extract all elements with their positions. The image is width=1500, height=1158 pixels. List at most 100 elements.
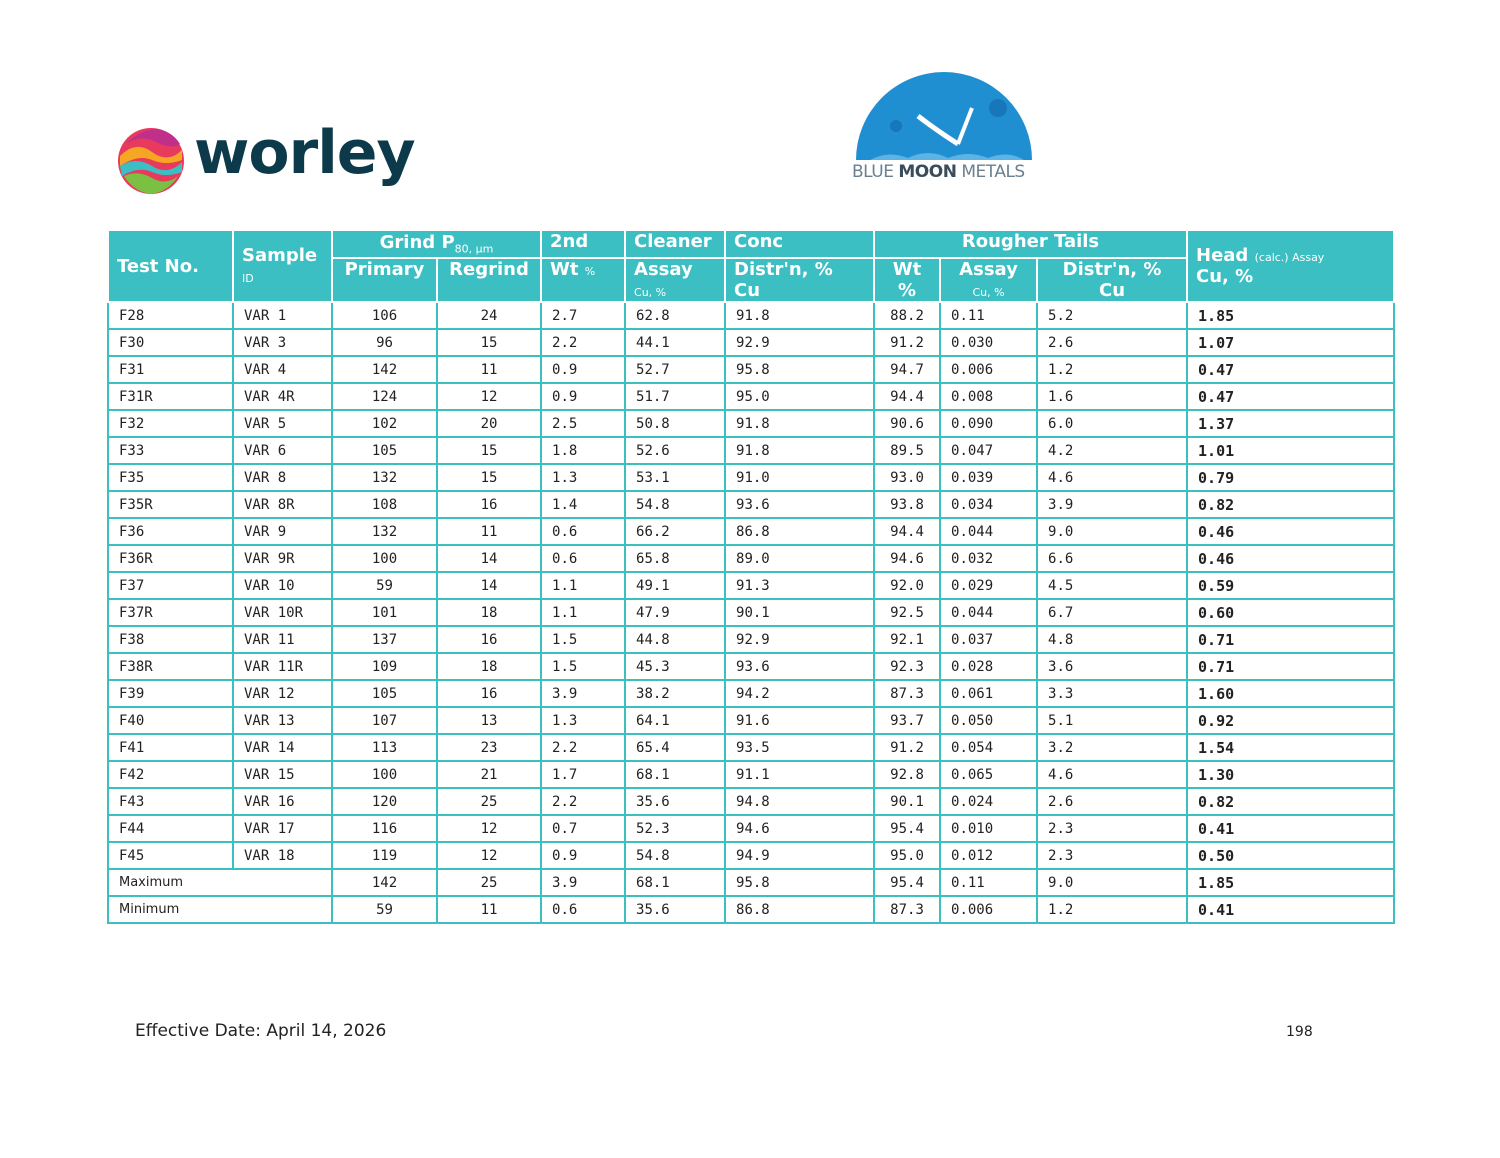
table-row: F33 VAR 6 105 15 1.8 52.6 91.8 89.5 0.047 4.2 1.01: [107, 436, 1396, 465]
table-cell: VAR 18: [232, 841, 333, 870]
table-cell: VAR 13: [232, 706, 333, 735]
table-cell: 1.2: [1036, 895, 1189, 924]
table-cell: 9.0: [1036, 868, 1189, 897]
table-cell: 95.0: [873, 841, 942, 870]
table-cell: 4.6: [1036, 463, 1189, 492]
table-cell: 92.8: [873, 760, 942, 789]
table-cell: 0.59: [1186, 571, 1396, 600]
summary-label: Maximum: [107, 868, 333, 897]
table-cell: 6.6: [1036, 544, 1189, 573]
table-cell: 59: [331, 895, 438, 924]
table-cell: 87.3: [873, 895, 942, 924]
table-cell: 25: [435, 868, 543, 897]
table-cell: 0.92: [1186, 706, 1396, 735]
table-cell: 6.7: [1036, 598, 1189, 627]
table-cell: 6.0: [1036, 409, 1189, 438]
table-cell: 0.010: [939, 814, 1039, 843]
table-cell: 38.2: [624, 679, 727, 708]
table-cell: 91.3: [724, 571, 876, 600]
table-row: F40 VAR 13 107 13 1.3 64.1 91.6 93.7 0.050 5.1 0.9…: [107, 706, 1396, 735]
table-cell: 1.4: [540, 490, 627, 519]
table-cell: F36: [107, 517, 234, 546]
table-cell: 94.2: [724, 679, 876, 708]
table-cell: F33: [107, 436, 234, 465]
table-cell: 9.0: [1036, 517, 1189, 546]
table-cell: 35.6: [624, 895, 727, 924]
table-cell: 91.8: [724, 436, 876, 465]
table-cell: 4.5: [1036, 571, 1189, 600]
table-cell: 0.006: [939, 355, 1039, 384]
table-cell: 1.60: [1186, 679, 1396, 708]
table-cell: 11: [435, 895, 543, 924]
table-cell: VAR 5: [232, 409, 333, 438]
table-cell: 102: [331, 409, 438, 438]
table-cell: 3.2: [1036, 733, 1189, 762]
table-cell: VAR 12: [232, 679, 333, 708]
table-cell: 89.0: [724, 544, 876, 573]
table-cell: 24: [435, 301, 543, 330]
table-cell: F32: [107, 409, 234, 438]
table-cell: 1.5: [540, 652, 627, 681]
table-cell: 1.5: [540, 625, 627, 654]
table-cell: 35.6: [624, 787, 727, 816]
table-cell: 91.6: [724, 706, 876, 735]
table-cell: 0.11: [939, 301, 1039, 330]
table-cell: 87.3: [873, 679, 942, 708]
table-cell: 1.3: [540, 706, 627, 735]
table-cell: 95.8: [724, 868, 876, 897]
blue-moon-metals-logo: BLUE MOON METALS: [848, 68, 1038, 194]
table-cell: VAR 10: [232, 571, 333, 600]
table-cell: 91.2: [873, 328, 942, 357]
table-cell: 0.9: [540, 382, 627, 411]
table-cell: 65.4: [624, 733, 727, 762]
table-cell: 0.032: [939, 544, 1039, 573]
table-cell: F38R: [107, 652, 234, 681]
col-rt-wt: Wt%: [873, 257, 942, 303]
table-cell: 0.9: [540, 841, 627, 870]
summary-row: Maximum 142 25 3.9 68.1 95.8 95.4 0.11 9.0 1.85: [107, 868, 1396, 897]
table-cell: VAR 8R: [232, 490, 333, 519]
wordmark-metals: METALS: [956, 162, 1025, 182]
table-row: F30 VAR 3 96 15 2.2 44.1 92.9 91.2 0.030 2.6 1.07: [107, 328, 1396, 357]
table-cell: VAR 3: [232, 328, 333, 357]
table-cell: 11: [435, 355, 543, 384]
table-row: F37 VAR 10 59 14 1.1 49.1 91.3 92.0 0.029 4.5 0.59: [107, 571, 1396, 600]
table-cell: 16: [435, 625, 543, 654]
table-cell: 1.3: [540, 463, 627, 492]
table-body: F28 VAR 1 106 24 2.7 62.8 91.8 88.2 0.11 5.2 1.85 F…: [107, 301, 1396, 924]
table-cell: F31: [107, 355, 234, 384]
table-cell: 12: [435, 814, 543, 843]
table-cell: 0.6: [540, 895, 627, 924]
table-cell: 95.8: [724, 355, 876, 384]
table-cell: 88.2: [873, 301, 942, 330]
table-cell: 2.3: [1036, 841, 1189, 870]
table-cell: 91.0: [724, 463, 876, 492]
table-cell: 15: [435, 463, 543, 492]
table-cell: 92.9: [724, 625, 876, 654]
col-regrind: Regrind: [435, 257, 543, 303]
worley-logo: worley: [116, 118, 416, 202]
table-cell: 59: [331, 571, 438, 600]
table-cell: 0.024: [939, 787, 1039, 816]
table-cell: 16: [435, 490, 543, 519]
table-cell: 95.0: [724, 382, 876, 411]
table-cell: 1.1: [540, 571, 627, 600]
table-cell: 100: [331, 544, 438, 573]
table-cell: F44: [107, 814, 234, 843]
table-cell: 92.0: [873, 571, 942, 600]
table-cell: 0.47: [1186, 382, 1396, 411]
table-cell: 44.1: [624, 328, 727, 357]
header-subtext: ID: [242, 272, 254, 285]
table-cell: 0.11: [939, 868, 1039, 897]
header-text: Sample: [242, 245, 318, 266]
table-cell: 113: [331, 733, 438, 762]
table-cell: 92.9: [724, 328, 876, 357]
table-cell: 0.061: [939, 679, 1039, 708]
table-cell: 65.8: [624, 544, 727, 573]
table-row: F28 VAR 1 106 24 2.7 62.8 91.8 88.2 0.11 5.2 1.85: [107, 301, 1396, 330]
table-cell: 0.46: [1186, 544, 1396, 573]
table-cell: 107: [331, 706, 438, 735]
table-cell: VAR 1: [232, 301, 333, 330]
table-cell: 14: [435, 571, 543, 600]
page-number: 198: [1286, 1024, 1313, 1040]
